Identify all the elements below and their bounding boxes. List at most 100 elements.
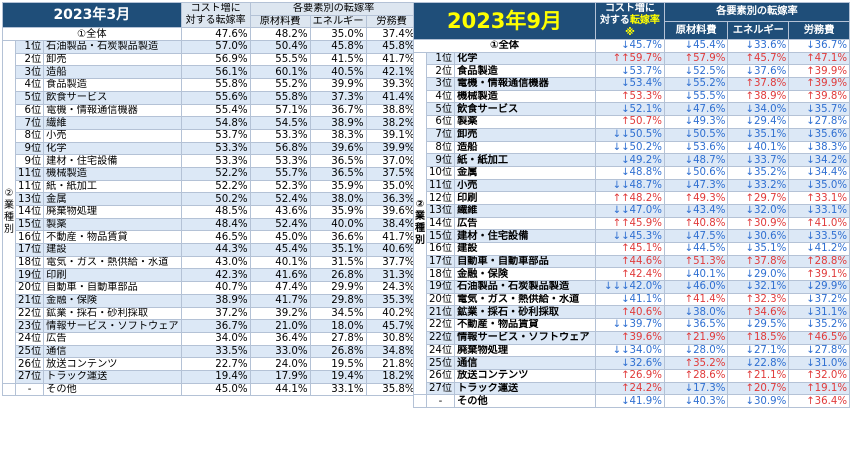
table-row: 5位 飲食サービス ↓52.1% ↓47.6% ↓34.0% ↓35.7% [414,102,850,117]
industry-name-cell: 金融・保険 [43,293,182,308]
table-row: 9位 建材・住宅設備 53.3% 53.3% 36.5% 37.0% [3,154,418,168]
mat-rate-cell: ↓38.0% [663,305,729,320]
energy-rate-cell: 36.7% [309,103,367,118]
mat-rate-cell: ↓48.7% [663,153,729,167]
table-row: 2位 卸売 56.9% 55.5% 41.5% 41.7% [3,52,418,67]
energy-rate-cell: ↓27.1% [727,343,790,358]
mat-rate-cell: ↑49.3% [663,191,729,205]
labor-rate-cell: 24.3% [365,281,418,295]
energy-rate-cell: ↓35.1% [727,127,790,142]
other-side-blank [413,394,427,408]
cost-rate-cell: 34.0% [180,331,251,346]
industry-name-cell: 鉱業・採石・砂利採取 [454,305,596,320]
rank-cell: 22位 [425,318,456,332]
table-row: 11位 小売 ↓↓48.7% ↓47.3% ↓33.2% ↓35.0% [414,178,850,193]
table-row: 18位 金融・保険 ↑42.4% ↓40.1% ↓29.0% ↑39.1% [414,267,850,282]
industry-name-cell: 石油製品・石炭製品製造 [454,280,596,294]
table-row: 26位 放送コンテンツ 22.7% 24.0% 19.5% 21.8% [3,357,418,371]
energy-rate-cell: ↓22.8% [727,356,790,370]
total-row: ①全体 ↓45.7% ↓45.4% ↓33.6% ↓36.7% [413,39,850,53]
industry-side-label: ②業種別 [413,51,427,396]
labor-rate-cell: ↓31.1% [788,305,850,320]
industry-name-cell: 金属 [454,165,596,180]
industry-name-cell: 金融・保険 [454,267,596,282]
table-row: 2位 食品製造 ↓53.7% ↓52.5% ↓37.6% ↑39.9% [414,64,850,79]
labor-rate-cell: ↑46.5% [788,330,850,345]
industry-name-cell: 電機・情報通信機器 [43,103,182,118]
cost-rate-cell: 54.8% [180,116,251,130]
industry-name-cell: 自動車・自動車部品 [43,281,182,295]
labor-rate-cell: ↓37.2% [788,292,850,307]
cost-rate-cell: ↓↓50.2% [595,140,665,155]
mat-rate-cell: ↓40.1% [663,267,729,282]
energy-rate-cell: ↓34.0% [727,102,790,117]
mat-rate-cell: 41.6% [249,268,311,283]
rank-cell: 21位 [425,305,456,320]
mat-rate-cell: ↓47.5% [663,229,729,243]
left-title: 2023年3月 [2,1,182,29]
energy-rate-cell: 36.5% [309,154,367,168]
labor-rate-cell: 40.2% [365,306,418,321]
mat-rate-cell: 54.5% [249,116,311,130]
labor-rate-cell: ↓38.3% [788,140,850,155]
other-energy-cell: ↓30.9% [727,394,790,408]
rank-cell: 8位 [14,128,45,143]
labor-rate-cell: 36.3% [365,192,418,206]
cost-rate-cell: ↑↑48.2% [595,191,665,205]
rank-cell: 1位 [425,51,456,66]
cost-rate-cell: ↑50.7% [595,115,665,129]
energy-rate-cell: 18.0% [309,319,367,333]
rank-cell: 24位 [14,331,45,346]
rank-cell: 14位 [425,216,456,231]
mat-rate-cell: 17.9% [249,369,311,384]
other-cost-cell: 45.0% [180,382,251,397]
industry-name-cell: 鉱業・採石・砂利採取 [43,306,182,321]
rank-cell: 4位 [14,78,45,92]
rank-cell: 27位 [425,381,456,396]
rank-cell: 7位 [425,127,456,142]
right-col-material-header: 原材料費 [663,20,729,40]
other-mat-cell: 44.1% [249,382,311,397]
mat-rate-cell: ↑40.8% [663,216,729,231]
right-col-cost-highlight: 転嫁率 [629,15,660,26]
energy-rate-cell: 19.5% [309,357,367,371]
cost-rate-cell: 22.7% [180,357,251,371]
labor-rate-cell: 41.4% [365,90,418,105]
cost-rate-cell: ↓52.1% [595,102,665,117]
rank-cell: 22位 [14,306,45,321]
other-name-cell: その他 [454,394,596,408]
mat-rate-cell: 53.3% [249,128,311,143]
labor-rate-cell: ↑19.1% [788,381,850,396]
rank-cell: 16位 [14,230,45,245]
energy-rate-cell: ↓32.1% [727,280,790,294]
cost-rate-cell: ↑42.4% [595,267,665,282]
total-cost-cell: 47.6% [180,27,251,42]
table-row: 17位 建設 44.3% 45.4% 35.1% 40.6% [3,243,418,257]
cost-rate-cell: 57.0% [180,40,251,54]
mat-rate-cell: 47.4% [249,281,311,295]
labor-rate-cell: 38.2% [365,116,418,130]
table-row: 13位 金属 50.2% 52.4% 38.0% 36.3% [3,192,418,206]
table-row: 15位 製薬 48.4% 52.4% 40.0% 38.4% [3,217,418,232]
industry-name-cell: 放送コンテンツ [43,357,182,371]
cost-rate-cell: 55.4% [180,103,251,118]
labor-rate-cell: 30.8% [365,331,418,346]
energy-rate-cell: ↓30.6% [727,229,790,243]
labor-rate-cell: 39.3% [365,78,418,92]
energy-rate-cell: 19.4% [309,369,367,384]
energy-rate-cell: 39.6% [309,141,367,156]
industry-name-cell: 紙・紙加工 [454,153,596,167]
labor-rate-cell: 39.6% [365,205,418,219]
rank-cell: 4位 [425,89,456,104]
industry-name-cell: 通信 [454,356,596,370]
table-row: 16位 建設 ↑45.1% ↓44.5% ↓35.1% ↓41.2% [414,242,850,256]
cost-rate-cell: 53.3% [180,154,251,168]
cost-rate-cell: ↓49.2% [595,153,665,167]
energy-rate-cell: ↑37.8% [727,77,790,91]
table-row: 18位 電気・ガス・熱供給・水道 43.0% 40.1% 31.5% 37.7% [3,255,418,270]
rank-cell: 23位 [14,319,45,333]
industry-name-cell: 飲食サービス [43,90,182,105]
mat-rate-cell: 55.2% [249,78,311,92]
cost-rate-cell: ↑45.1% [595,242,665,256]
rank-cell: 2位 [14,52,45,67]
